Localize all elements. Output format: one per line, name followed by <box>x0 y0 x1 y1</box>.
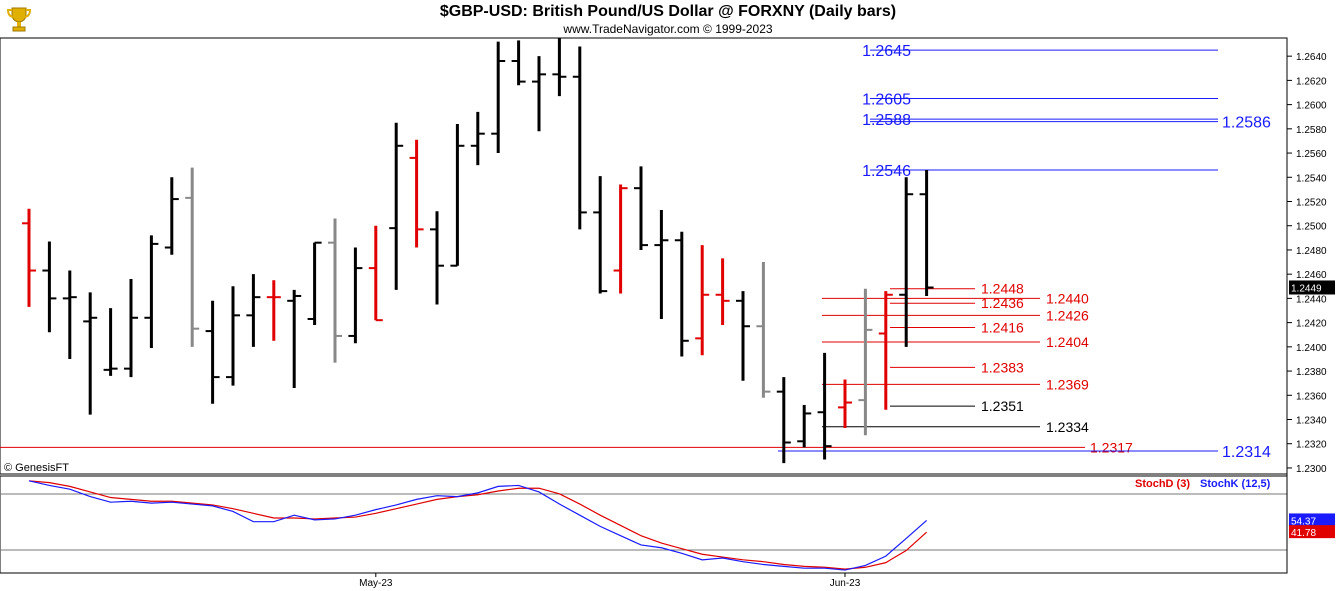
level-label: 1.2645 <box>862 43 911 60</box>
level-label: 1.2314 <box>1222 444 1271 461</box>
level-label: 1.2334 <box>1046 419 1089 435</box>
y-tick-label: 1.2400 <box>1296 343 1327 354</box>
stochd-legend: StochD (3) <box>1135 478 1190 490</box>
y-tick-label: 1.2480 <box>1296 246 1327 257</box>
stochk-value-box <box>1289 513 1335 527</box>
y-tick-label: 1.2520 <box>1296 198 1327 209</box>
y-tick-label: 1.2420 <box>1296 319 1327 330</box>
last-price-box <box>1289 280 1335 295</box>
copyright-label: © GenesisFT <box>4 462 69 474</box>
last-price-label: 1.2449 <box>1291 283 1322 294</box>
level-label: 1.2546 <box>862 163 911 180</box>
y-tick-label: 1.2460 <box>1296 270 1327 281</box>
y-tick-label: 1.2440 <box>1296 294 1327 305</box>
chart-header: $GBP-USD: British Pound/US Dollar @ FORX… <box>0 0 1336 38</box>
stochd-value-label: 41.78 <box>1291 528 1316 539</box>
level-label: 1.2436 <box>981 295 1024 311</box>
x-tick-label: Jun-23 <box>830 578 861 589</box>
level-label: 1.2426 <box>1046 307 1089 323</box>
level-label: 1.2588 <box>862 112 911 129</box>
level-label: 1.2416 <box>981 319 1024 335</box>
stochd-line <box>28 480 928 570</box>
level-label: 1.2586 <box>1222 115 1271 132</box>
chart-subtitle: www.TradeNavigator.com © 1999-2023 <box>563 22 773 36</box>
y-tick-label: 1.2300 <box>1296 464 1327 475</box>
x-tick-label: May-23 <box>359 578 393 589</box>
price-panel <box>0 37 1288 475</box>
y-tick-label: 1.2360 <box>1296 391 1327 402</box>
level-label: 1.2351 <box>981 398 1024 414</box>
stochk-line <box>28 480 927 571</box>
stochd-value-box <box>1289 525 1335 539</box>
y-tick-label: 1.2380 <box>1296 367 1327 378</box>
y-tick-label: 1.2580 <box>1296 125 1327 136</box>
trophy-logo-icon <box>5 5 33 33</box>
level-label: 1.2404 <box>1046 334 1089 350</box>
y-tick-label: 1.2600 <box>1296 101 1327 112</box>
y-tick-label: 1.2320 <box>1296 440 1327 451</box>
y-tick-label: 1.2560 <box>1296 149 1327 160</box>
stochk-legend: StochK (12,5) <box>1200 478 1271 490</box>
y-tick-label: 1.2500 <box>1296 222 1327 233</box>
level-label: 1.2317 <box>1090 439 1133 455</box>
level-label: 1.2440 <box>1046 290 1089 306</box>
level-label: 1.2383 <box>981 359 1024 375</box>
level-label: 1.2605 <box>862 92 911 109</box>
axis-gutter <box>1287 38 1336 573</box>
stochk-value-label: 54.37 <box>1291 516 1316 527</box>
y-tick-label: 1.2540 <box>1296 173 1327 184</box>
chart-title: $GBP-USD: British Pound/US Dollar @ FORX… <box>439 3 897 20</box>
level-label: 1.2369 <box>1046 376 1089 392</box>
level-label: 1.2448 <box>981 281 1024 297</box>
y-tick-label: 1.2340 <box>1296 416 1327 427</box>
y-tick-label: 1.2640 <box>1296 52 1327 63</box>
y-tick-label: 1.2620 <box>1296 76 1327 87</box>
stoch-panel <box>0 475 1288 574</box>
